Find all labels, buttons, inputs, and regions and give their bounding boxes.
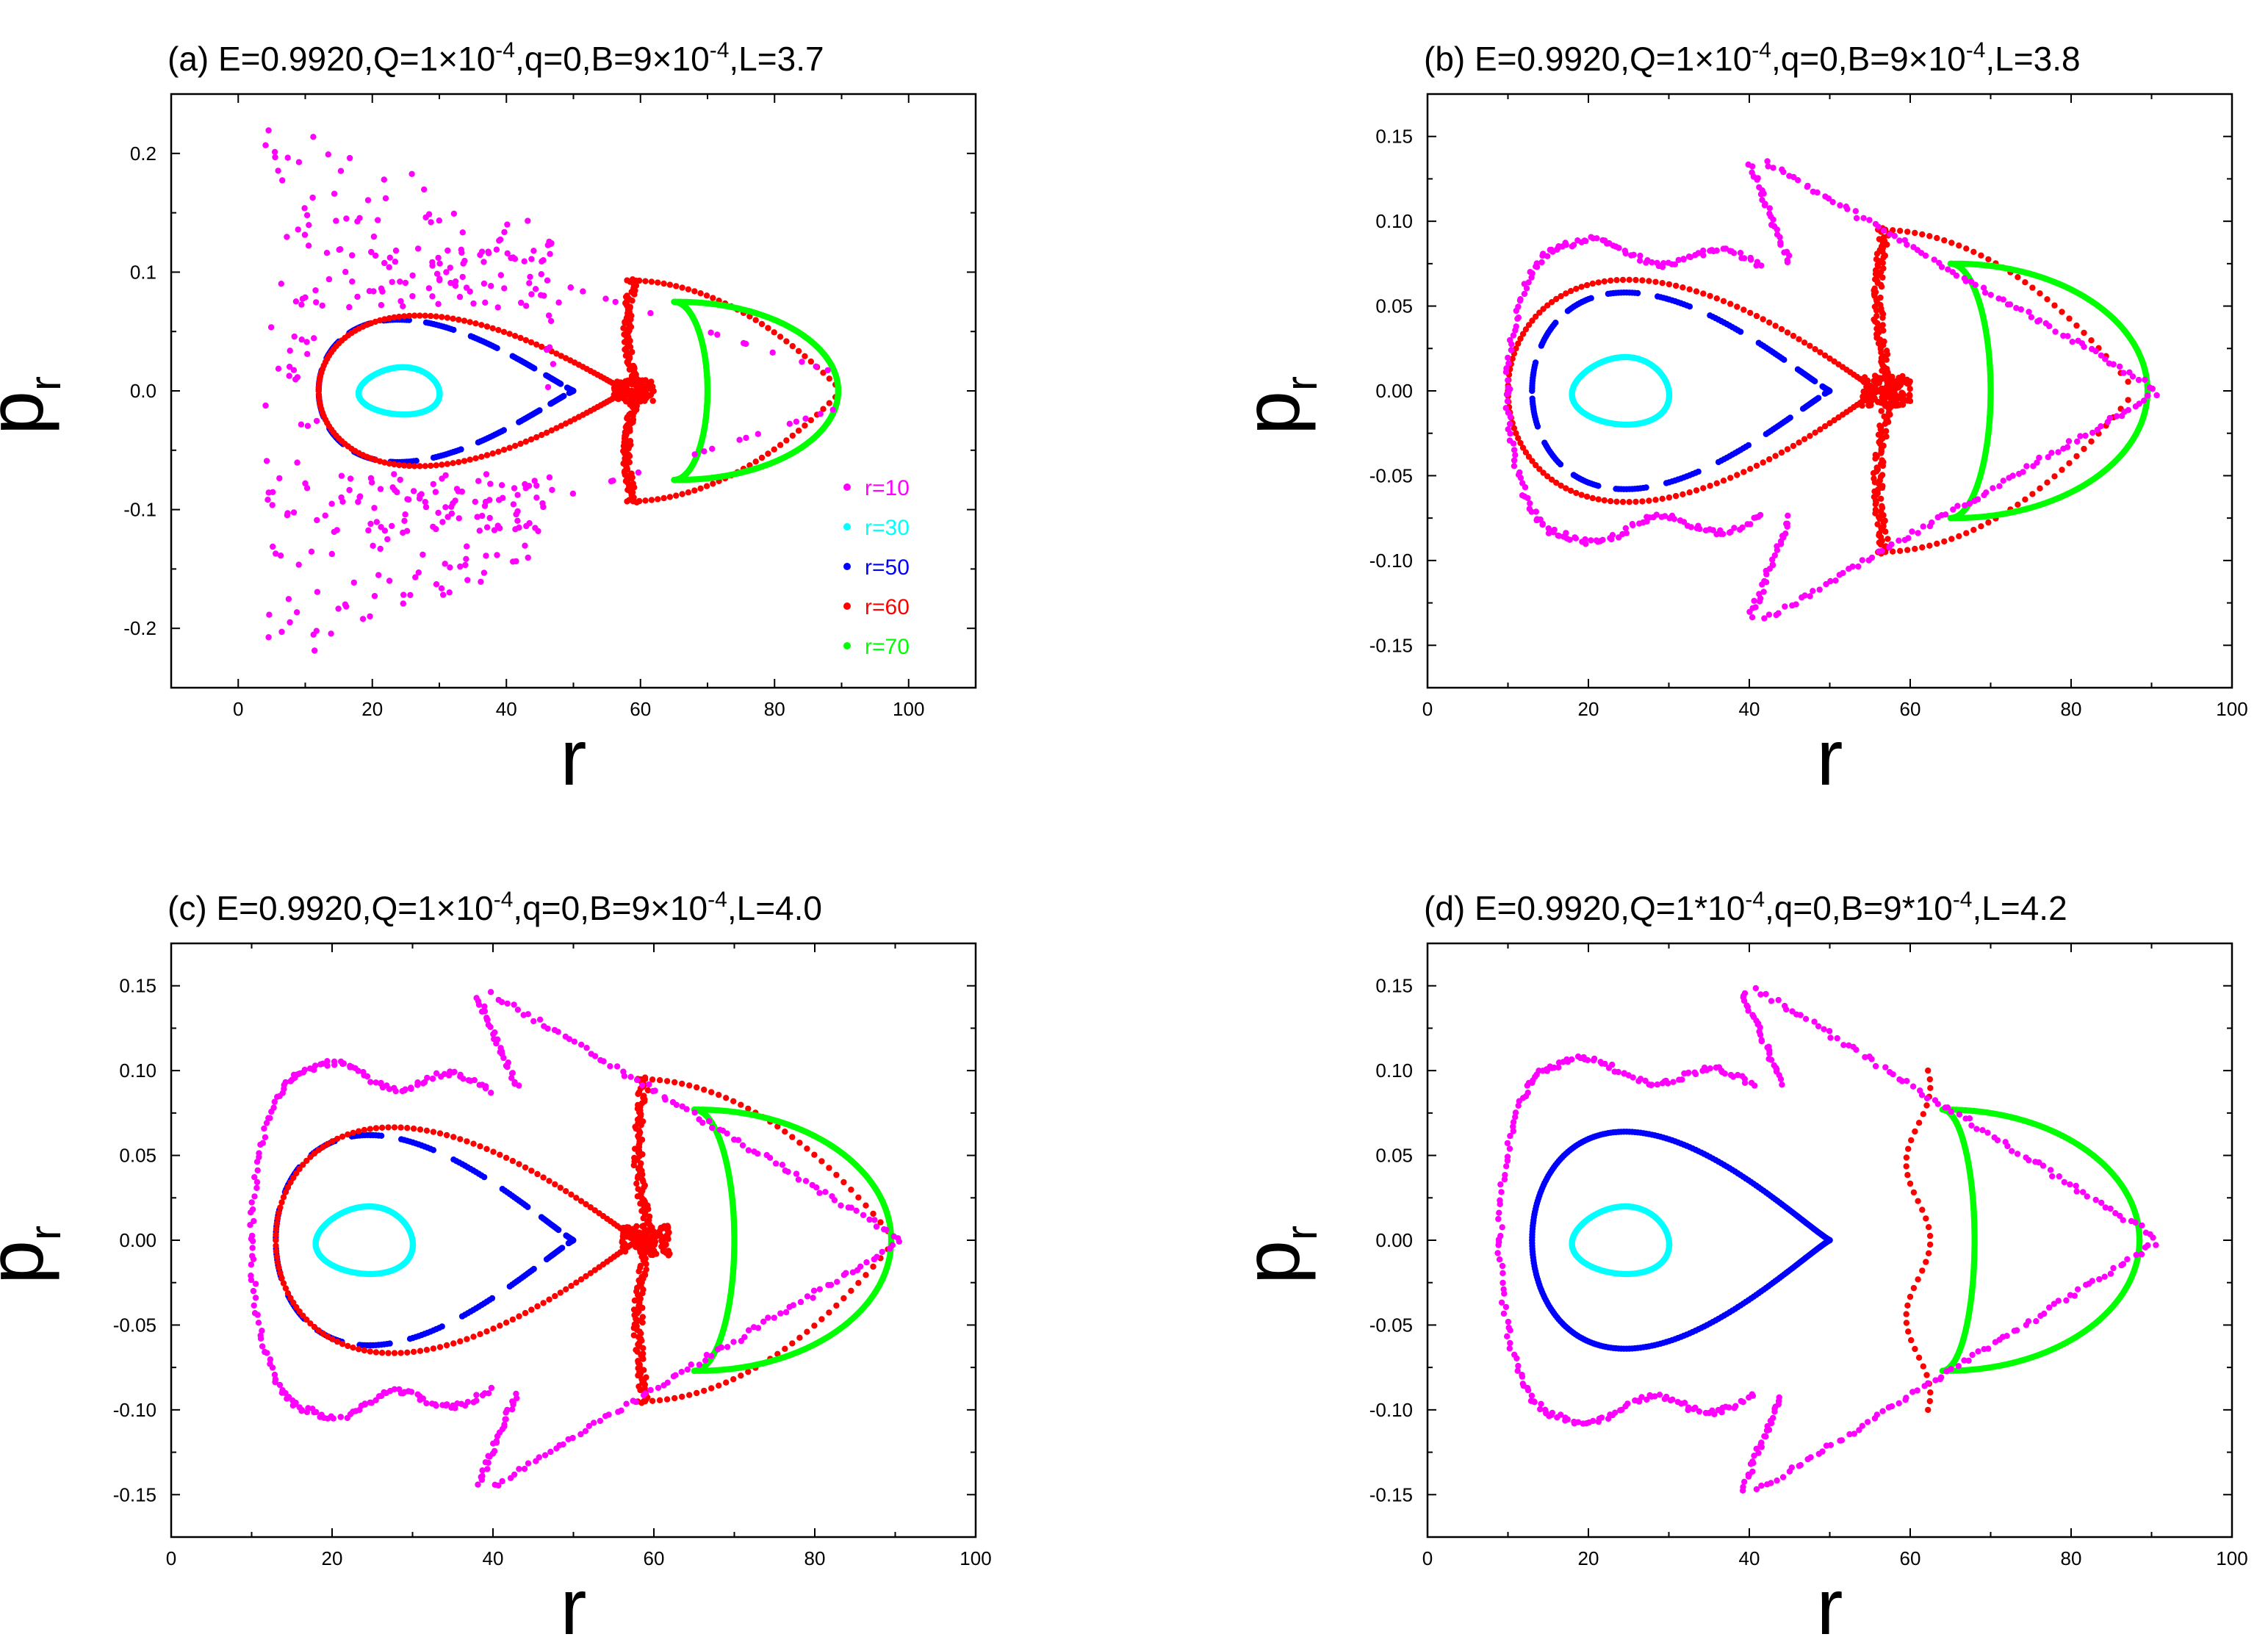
- x-tick-label: 0: [1422, 1547, 1433, 1569]
- y-tick-label: -0.10: [1369, 1399, 1413, 1421]
- y-tick-label: 0.15: [1375, 126, 1413, 148]
- y-axis-label: pr: [1227, 376, 1326, 435]
- series-r30: [1569, 1203, 1673, 1278]
- panel-d: (d) E=0.9920,Q=1*10-4,q=0,B=9*10-4,L=4.2…: [1227, 888, 2248, 1648]
- y-tick-label: -0.15: [113, 1483, 156, 1505]
- series-r10: [1502, 158, 2160, 622]
- x-axis-label: r: [1817, 1562, 1843, 1648]
- x-axis-label: r: [561, 1562, 587, 1648]
- x-tick-label: 0: [166, 1547, 176, 1569]
- y-tick-label: 0.05: [119, 1145, 156, 1167]
- series-r60: [1903, 1067, 1934, 1414]
- series-r30: [1569, 353, 1673, 428]
- y-tick-label: 0.10: [119, 1059, 156, 1082]
- y-tick-label: 0.10: [1375, 1059, 1413, 1082]
- y-tick-label: -0.10: [1369, 550, 1413, 572]
- x-tick-label: 100: [893, 698, 924, 720]
- x-tick-label: 100: [2216, 698, 2247, 720]
- legend: r=10 r=30 r=50 r=60 r=70: [843, 476, 910, 659]
- y-tick-label: 0.00: [1375, 380, 1413, 402]
- x-tick-label: 80: [2061, 1547, 2082, 1569]
- series-r30: [312, 1203, 417, 1278]
- x-tick-label: 0: [233, 698, 243, 720]
- y-tick-label: -0.1: [123, 499, 156, 521]
- series-r10: [1494, 985, 2159, 1494]
- x-tick-label: 40: [483, 1547, 504, 1569]
- x-tick-label: 20: [1578, 698, 1599, 720]
- legend-label: r=70: [865, 635, 910, 659]
- legend-label: r=50: [865, 555, 910, 580]
- x-tick-label: 60: [1900, 1547, 1921, 1569]
- series-r60: [1505, 225, 2131, 557]
- series-r50: [1529, 289, 1833, 492]
- legend-marker: [843, 483, 851, 491]
- y-tick-label: 0.00: [1375, 1229, 1413, 1251]
- panel-a: (a) E=0.9920,Q=1×10-4,q=0,B=9×10-4,L=3.7…: [0, 38, 977, 802]
- series-r10: [262, 127, 836, 654]
- y-tick-label: -0.2: [123, 617, 156, 639]
- legend-label: r=10: [865, 476, 910, 500]
- x-tick-label: 20: [1578, 1547, 1599, 1569]
- y-tick-label: 0.00: [119, 1229, 156, 1251]
- panel-title: (d) E=0.9920,Q=1*10-4,q=0,B=9*10-4,L=4.2: [1424, 888, 2067, 927]
- y-axis-label: pr: [1227, 1226, 1326, 1284]
- x-tick-label: 80: [804, 1547, 826, 1569]
- legend-marker: [843, 602, 851, 610]
- x-tick-label: 40: [496, 698, 517, 720]
- y-tick-label: 0.05: [1375, 295, 1413, 317]
- y-axis-label: pr: [0, 376, 70, 435]
- y-tick-label: 0.15: [1375, 975, 1413, 997]
- series-r60: [273, 1074, 891, 1406]
- y-tick-label: -0.10: [113, 1399, 156, 1421]
- y-tick-label: -0.05: [113, 1314, 156, 1336]
- y-tick-label: 0.05: [1375, 1145, 1413, 1167]
- x-tick-label: 60: [630, 698, 651, 720]
- y-tick-label: 0.15: [119, 975, 156, 997]
- series-r60: [315, 276, 839, 505]
- x-tick-label: 20: [361, 698, 383, 720]
- y-tick-label: 0.10: [1375, 210, 1413, 232]
- series-r50: [315, 316, 577, 466]
- legend-label: r=30: [865, 516, 910, 540]
- y-axis-label: pr: [0, 1226, 70, 1284]
- panel-b: (b) E=0.9920,Q=1×10-4,q=0,B=9×10-4,L=3.8…: [1227, 38, 2248, 802]
- x-tick-label: 40: [1739, 1547, 1760, 1569]
- x-tick-label: 0: [1422, 698, 1433, 720]
- x-axis-label: r: [1817, 713, 1843, 802]
- x-tick-label: 80: [2061, 698, 2082, 720]
- y-tick-label: 0.2: [130, 143, 156, 165]
- panel-c: (c) E=0.9920,Q=1×10-4,q=0,B=9×10-4,L=4.0…: [0, 888, 992, 1648]
- series-r10: [247, 989, 903, 1489]
- panel-title: (b) E=0.9920,Q=1×10-4,q=0,B=9×10-4,L=3.8: [1424, 38, 2081, 78]
- x-tick-label: 100: [960, 1547, 991, 1569]
- legend-label: r=60: [865, 595, 910, 619]
- x-tick-label: 80: [764, 698, 785, 720]
- series-r70: [671, 298, 842, 483]
- y-tick-label: 0.0: [130, 380, 156, 402]
- legend-marker: [843, 642, 851, 650]
- legend-marker: [843, 523, 851, 530]
- panel-title: (a) E=0.9920,Q=1×10-4,q=0,B=9×10-4,L=3.7: [168, 38, 824, 78]
- panel-title: (c) E=0.9920,Q=1×10-4,q=0,B=9×10-4,L=4.0: [168, 888, 822, 927]
- legend-marker: [843, 563, 851, 570]
- x-tick-label: 60: [644, 1547, 665, 1569]
- x-tick-label: 20: [322, 1547, 343, 1569]
- y-tick-label: -0.05: [1369, 464, 1413, 486]
- y-tick-label: -0.05: [1369, 1314, 1413, 1336]
- x-tick-label: 40: [1739, 698, 1760, 720]
- series-r50: [1529, 1129, 1833, 1352]
- y-tick-label: -0.15: [1369, 1483, 1413, 1505]
- y-tick-label: 0.1: [130, 261, 156, 283]
- x-tick-label: 60: [1900, 698, 1921, 720]
- series-r30: [355, 364, 443, 418]
- series-r70: [1939, 1107, 2143, 1375]
- y-tick-label: -0.15: [1369, 634, 1413, 656]
- x-axis-label: r: [561, 713, 587, 802]
- x-tick-label: 100: [2216, 1547, 2247, 1569]
- series-r70: [691, 1107, 895, 1375]
